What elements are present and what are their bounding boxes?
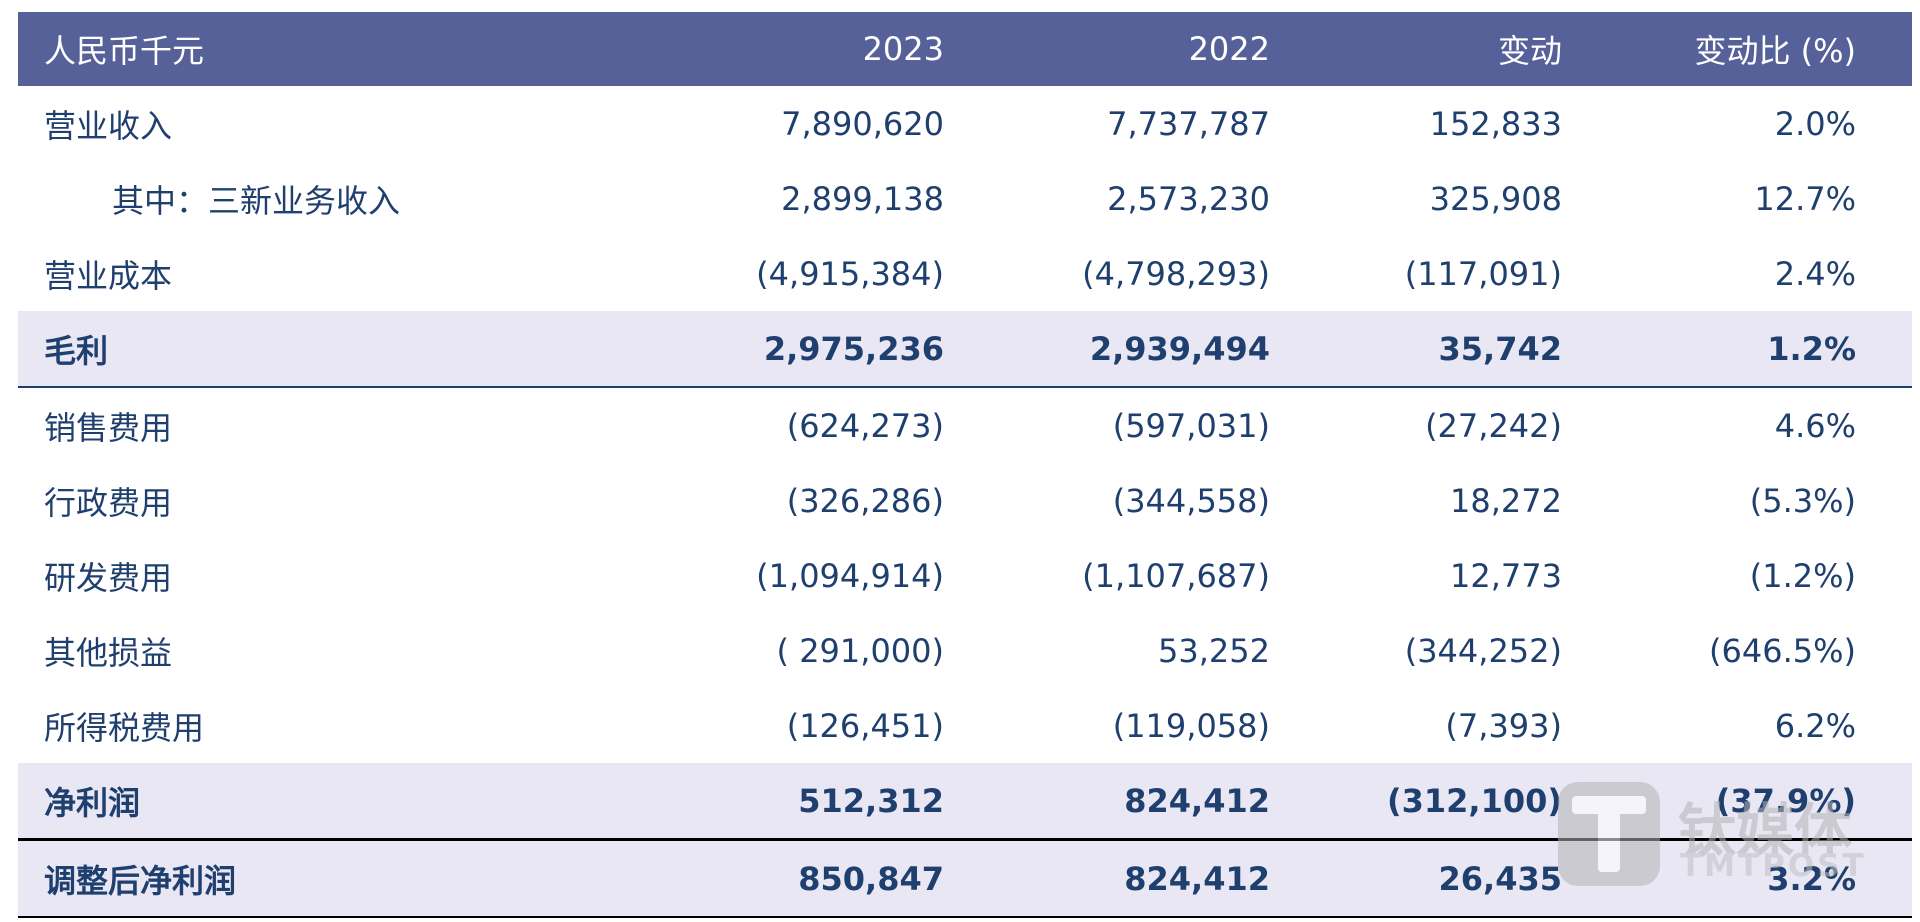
cell-2023: (624,273) (786, 406, 944, 445)
cell-2022: (4,798,293) (1082, 254, 1270, 293)
cell-change-pct: (5.3%) (1749, 481, 1856, 520)
row-label: 其中：三新业务收入 (112, 181, 401, 220)
row-label: 行政费用 (44, 483, 173, 522)
cell-change: 152,833 (1429, 104, 1562, 143)
cell-change: (344,252) (1404, 631, 1562, 670)
table-row: 行政费用 (326,286) (344,558) 18,272 (5.3%) (18, 463, 1912, 538)
cell-change: (27,242) (1425, 406, 1562, 445)
cell-2023: 2,899,138 (781, 179, 944, 218)
table-row: 其中：三新业务收入 2,899,138 2,573,230 325,908 12… (18, 161, 1912, 236)
watermark-sub: TMTPOST (1680, 848, 1867, 884)
cell-change-pct: 2.0% (1774, 104, 1856, 143)
cell-2022: (1,107,687) (1082, 556, 1270, 595)
cell-2022: 7,737,787 (1107, 104, 1270, 143)
cell-change-pct: 2.4% (1774, 254, 1856, 293)
cell-change: 26,435 (1270, 839, 1562, 918)
cell-change-pct: (646.5%) (1709, 631, 1856, 670)
table-row: 所得税费用 (126,451) (119,058) (7,393) 6.2% (18, 688, 1912, 763)
row-label: 所得税费用 (44, 708, 205, 747)
table-row: 营业成本 (4,915,384) (4,798,293) (117,091) 2… (18, 236, 1912, 311)
cell-2022: (119,058) (1112, 706, 1270, 745)
cell-change: (7,393) (1445, 706, 1562, 745)
cell-change: (312,100) (1270, 763, 1562, 841)
cell-change: 12,773 (1450, 556, 1562, 595)
row-label: 营业收入 (44, 106, 173, 145)
cell-2023: (126,451) (786, 706, 944, 745)
table-row: 营业收入 7,890,620 7,737,787 152,833 2.0% (18, 86, 1912, 161)
tmtpost-logo-icon (1558, 782, 1660, 886)
row-label: 其他损益 (44, 633, 173, 672)
cell-change: 18,272 (1450, 481, 1562, 520)
cell-2023: (326,286) (786, 481, 944, 520)
cell-2022: 53,252 (1158, 631, 1270, 670)
table-header-row: 人民币千元 2023 2022 变动 变动比 (%) (18, 12, 1912, 86)
header-2023: 2023 (556, 12, 944, 86)
cell-2022: 824,412 (944, 763, 1270, 841)
row-label: 调整后净利润 (18, 839, 556, 918)
table-row: 其他损益 ( 291,000) 53,252 (344,252) (646.5%… (18, 613, 1912, 688)
cell-2022: 2,573,230 (1107, 179, 1270, 218)
cell-2023: 7,890,620 (781, 104, 944, 143)
row-label: 研发费用 (44, 558, 173, 597)
tmtpost-watermark: 钛媒体 TMTPOST (1558, 782, 1864, 890)
cell-2023: 512,312 (556, 763, 944, 841)
cell-change: 325,908 (1429, 179, 1562, 218)
cell-2023: (4,915,384) (756, 254, 944, 293)
watermark-brand: 钛媒体 (1678, 797, 1853, 865)
cell-change-pct: (1.2%) (1749, 556, 1856, 595)
table-row-gross-profit: 毛利 2,975,236 2,939,494 35,742 1.2% (18, 311, 1912, 388)
cell-2022: 824,412 (944, 839, 1270, 918)
header-label: 人民币千元 (18, 12, 556, 86)
cell-2022: 2,939,494 (944, 311, 1270, 388)
cell-change: (117,091) (1404, 254, 1562, 293)
table-row: 研发费用 (1,094,914) (1,107,687) 12,773 (1.2… (18, 538, 1912, 613)
cell-change-pct: 6.2% (1774, 706, 1856, 745)
row-label: 毛利 (18, 311, 556, 388)
cell-2022: (344,558) (1112, 481, 1270, 520)
cell-2022: (597,031) (1112, 406, 1270, 445)
cell-change-pct: 12.7% (1754, 179, 1856, 218)
header-change: 变动 (1270, 12, 1562, 86)
table-row-net-profit: 净利润 512,312 824,412 (312,100) (37.9%) (18, 763, 1912, 841)
cell-change-pct: 4.6% (1774, 406, 1856, 445)
cell-2023: ( 291,000) (776, 631, 944, 670)
table-row: 销售费用 (624,273) (597,031) (27,242) 4.6% (18, 387, 1912, 463)
cell-2023: 850,847 (556, 839, 944, 918)
cell-change: 35,742 (1270, 311, 1562, 388)
row-label: 销售费用 (44, 408, 173, 447)
cell-change-pct: 1.2% (1562, 311, 1912, 388)
cell-2023: 2,975,236 (556, 311, 944, 388)
income-statement-table: 人民币千元 2023 2022 变动 变动比 (%) 营业收入 7,890,62… (18, 12, 1912, 918)
header-2022: 2022 (944, 12, 1270, 86)
row-label: 净利润 (18, 763, 556, 841)
header-change-pct: 变动比 (%) (1562, 12, 1912, 86)
cell-2023: (1,094,914) (756, 556, 944, 595)
row-label: 营业成本 (44, 256, 173, 295)
